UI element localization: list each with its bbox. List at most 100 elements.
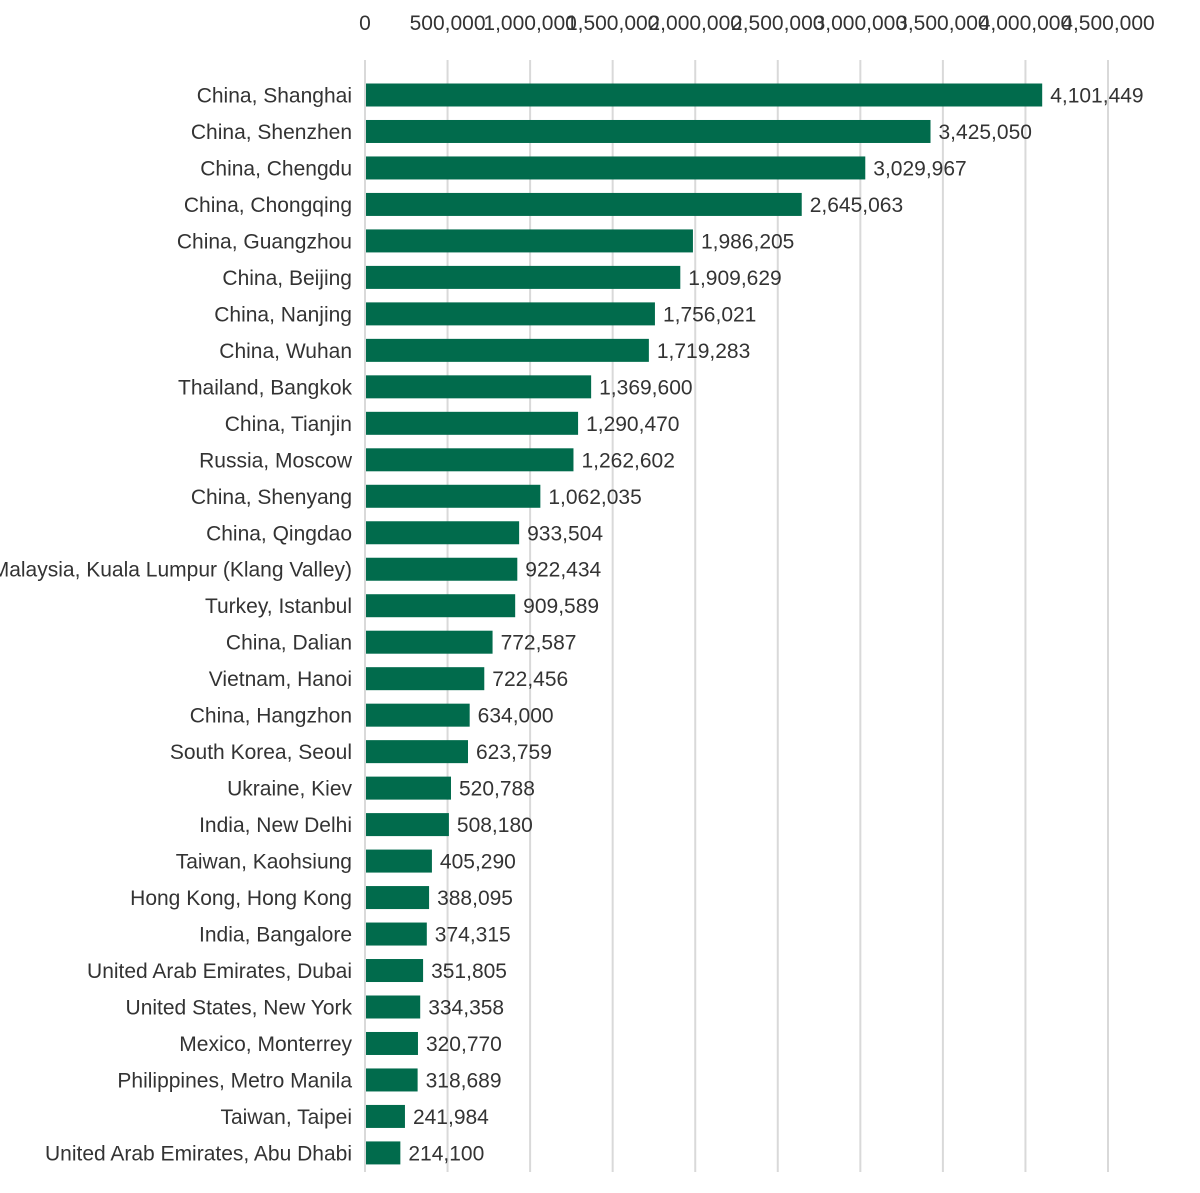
category-label: Turkey, Istanbul xyxy=(205,595,352,618)
category-label: Taiwan, Taipei xyxy=(220,1106,352,1129)
data-label: 508,180 xyxy=(457,814,533,837)
x-axis-ticks: 0 500,0001,000,0001,500,0002,000,0002,500… xyxy=(359,12,1155,35)
category-label: China, Beijing xyxy=(222,267,352,290)
data-label: 334,358 xyxy=(428,997,504,1020)
data-label: 1,909,629 xyxy=(688,267,781,290)
x-tick-label: 0 xyxy=(359,12,371,35)
bar xyxy=(366,959,424,983)
bar xyxy=(366,521,520,545)
data-label: 3,425,050 xyxy=(939,121,1032,144)
bar xyxy=(366,557,518,581)
data-label: 2,645,063 xyxy=(810,194,903,217)
data-label: 241,984 xyxy=(413,1106,489,1129)
data-label: 374,315 xyxy=(435,924,511,947)
data-label: 1,369,600 xyxy=(599,376,692,399)
bar xyxy=(366,849,432,873)
bars xyxy=(366,83,1043,1165)
bar xyxy=(366,1141,401,1165)
bar xyxy=(366,667,485,691)
bar xyxy=(366,1104,405,1128)
category-label: Hong Kong, Hong Kong xyxy=(130,887,352,910)
bar xyxy=(366,338,649,362)
bar xyxy=(366,776,451,800)
category-label: China, Shenyang xyxy=(191,486,352,509)
bar xyxy=(366,740,468,764)
bar xyxy=(366,995,421,1019)
data-label: 722,456 xyxy=(492,668,568,691)
data-label: 320,770 xyxy=(426,1033,502,1056)
category-label: China, Tianjin xyxy=(225,413,352,436)
bar xyxy=(366,265,681,289)
bar xyxy=(366,375,592,399)
bar xyxy=(366,411,579,435)
data-label: 3,029,967 xyxy=(873,157,966,180)
data-label: 1,062,035 xyxy=(548,486,641,509)
category-labels: China, Shanghai China, Shenzhen China, Che… xyxy=(0,85,353,1166)
category-label: China, Nanjing xyxy=(214,303,352,326)
data-label: 351,805 xyxy=(431,960,507,983)
bar xyxy=(366,484,541,508)
bar xyxy=(366,229,693,253)
data-label: 388,095 xyxy=(437,887,513,910)
x-tick-label: 500,000 xyxy=(410,12,486,35)
bar xyxy=(366,83,1043,107)
data-label: 634,000 xyxy=(478,705,554,728)
data-label: 1,756,021 xyxy=(663,303,756,326)
data-label: 909,589 xyxy=(523,595,599,618)
category-label: China, Dalian xyxy=(226,632,352,655)
bar xyxy=(366,922,427,946)
category-label: Taiwan, Kaohsiung xyxy=(176,851,352,874)
category-label: China, Hangzhon xyxy=(190,705,352,728)
data-label: 933,504 xyxy=(527,522,603,545)
bar xyxy=(366,594,516,618)
category-label: Vietnam, Hanoi xyxy=(209,668,352,691)
data-label: 1,290,470 xyxy=(586,413,679,436)
bar xyxy=(366,1031,418,1055)
x-tick-label: 1,500,000 xyxy=(566,12,659,35)
data-label: 4,101,449 xyxy=(1050,85,1143,108)
bar xyxy=(366,703,470,727)
category-label: United Arab Emirates, Dubai xyxy=(87,960,352,983)
data-label: 520,788 xyxy=(459,778,535,801)
bar xyxy=(366,813,449,837)
x-tick-label: 3,000,000 xyxy=(814,12,907,35)
category-label: India, New Delhi xyxy=(199,814,352,837)
category-label: India, Bangalore xyxy=(199,924,352,947)
bar xyxy=(366,448,574,472)
category-label: Russia, Moscow xyxy=(199,449,353,472)
category-label: Malaysia, Kuala Lumpur (Klang Valley) xyxy=(0,559,352,582)
bar xyxy=(366,192,802,216)
data-label: 214,100 xyxy=(408,1142,484,1165)
data-label: 1,262,602 xyxy=(581,449,674,472)
data-label: 405,290 xyxy=(440,851,516,874)
data-label: 318,689 xyxy=(426,1069,502,1092)
bar xyxy=(366,630,493,654)
data-label: 1,719,283 xyxy=(657,340,750,363)
bar xyxy=(366,1068,418,1092)
data-label: 623,759 xyxy=(476,741,552,764)
x-tick-label: 2,500,000 xyxy=(731,12,824,35)
category-label: South Korea, Seoul xyxy=(170,741,352,764)
category-label: China, Chongqing xyxy=(184,194,352,217)
data-label: 922,434 xyxy=(525,559,601,582)
bar xyxy=(366,119,931,143)
category-label: China, Qingdao xyxy=(206,522,352,545)
category-label: China, Wuhan xyxy=(219,340,352,363)
bar xyxy=(366,302,655,326)
x-tick-label: 3,500,000 xyxy=(896,12,989,35)
x-tick-label: 4,500,000 xyxy=(1061,12,1154,35)
x-tick-label: 2,000,000 xyxy=(649,12,742,35)
category-label: United States, New York xyxy=(126,997,353,1020)
data-label: 772,587 xyxy=(501,632,577,655)
category-label: Ukraine, Kiev xyxy=(227,778,352,801)
category-label: Philippines, Metro Manila xyxy=(117,1069,352,1092)
category-label: China, Chengdu xyxy=(200,157,352,180)
category-label: China, Shanghai xyxy=(197,85,352,108)
x-tick-label: 1,000,000 xyxy=(483,12,576,35)
bar xyxy=(366,156,866,180)
category-label: China, Guangzhou xyxy=(177,230,352,253)
value-labels: 4,101,449 3,425,050 3,029,967 2,645,063 1,98… xyxy=(408,85,1143,1166)
category-label: Thailand, Bangkok xyxy=(178,376,352,399)
category-label: China, Shenzhen xyxy=(191,121,352,144)
